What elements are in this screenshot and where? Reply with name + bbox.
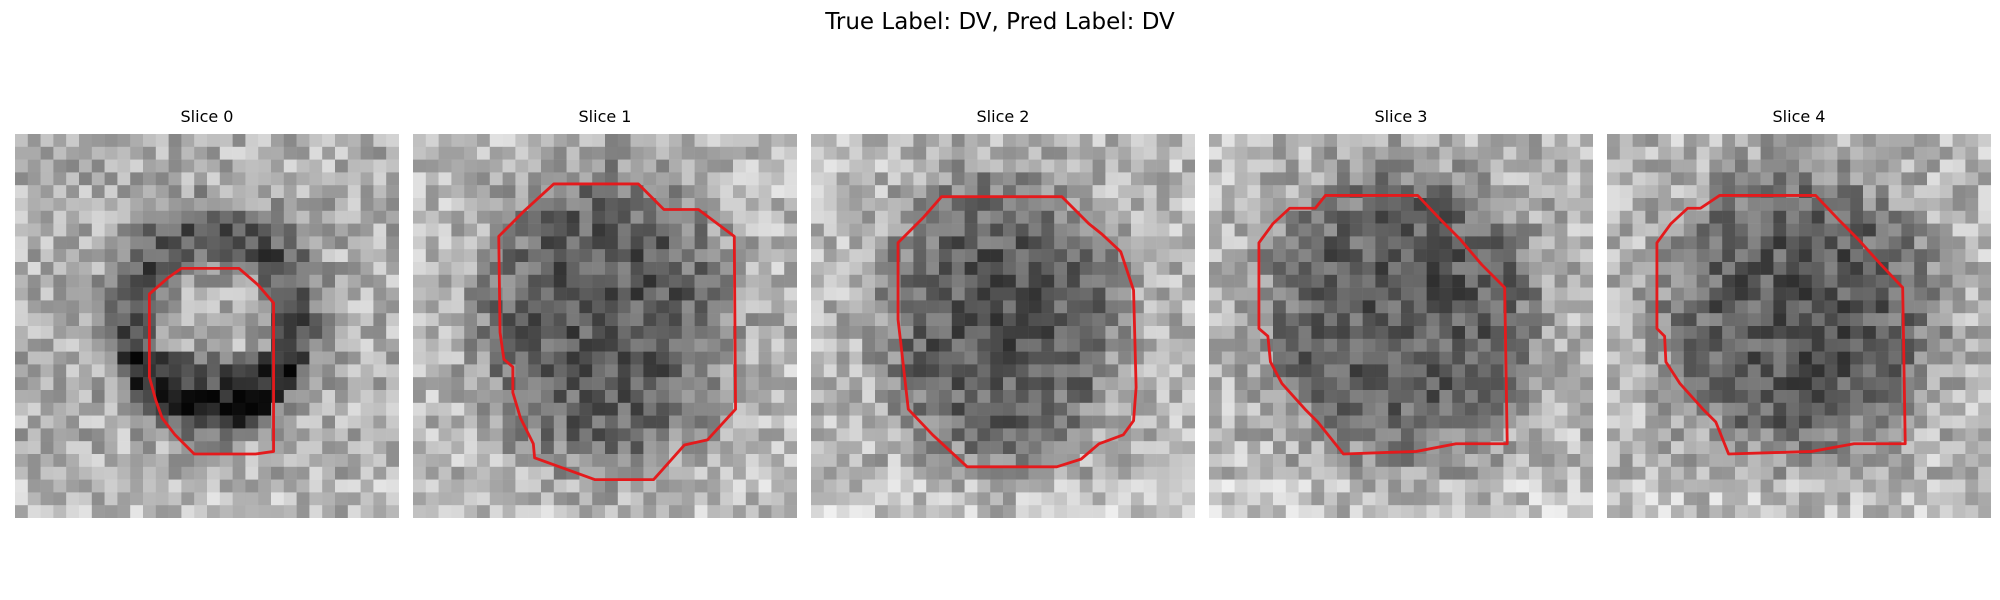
slice-image: [1607, 134, 1991, 518]
slice-title: Slice 3: [1374, 107, 1428, 126]
roi-contour: [497, 182, 737, 482]
roi-contour: [1655, 194, 1907, 456]
slice-title: Slice 4: [1772, 107, 1826, 126]
slice-image: [413, 134, 797, 518]
figure-title: True Label: DV, Pred Label: DV: [825, 9, 1175, 35]
slice-image: [15, 134, 399, 518]
roi-contour: [896, 195, 1138, 469]
slice-image: [811, 134, 1195, 518]
slice-image: [1209, 134, 1593, 518]
roi-contour: [1257, 194, 1509, 456]
roi-contour: [147, 266, 275, 456]
slice-title: Slice 0: [180, 107, 234, 126]
slice-title: Slice 1: [578, 107, 632, 126]
slice-title: Slice 2: [976, 107, 1030, 126]
